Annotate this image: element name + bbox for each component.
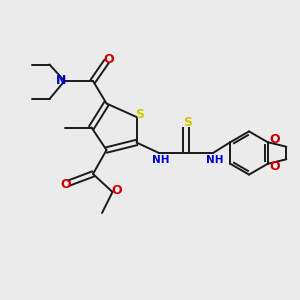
Text: O: O xyxy=(61,178,71,191)
Text: O: O xyxy=(103,53,114,66)
Text: NH: NH xyxy=(152,154,170,165)
Text: N: N xyxy=(56,74,66,88)
Text: O: O xyxy=(269,133,280,146)
Text: NH: NH xyxy=(206,154,224,165)
Text: S: S xyxy=(136,108,145,122)
Text: S: S xyxy=(183,116,192,130)
Text: O: O xyxy=(112,184,122,197)
Text: O: O xyxy=(269,160,280,173)
